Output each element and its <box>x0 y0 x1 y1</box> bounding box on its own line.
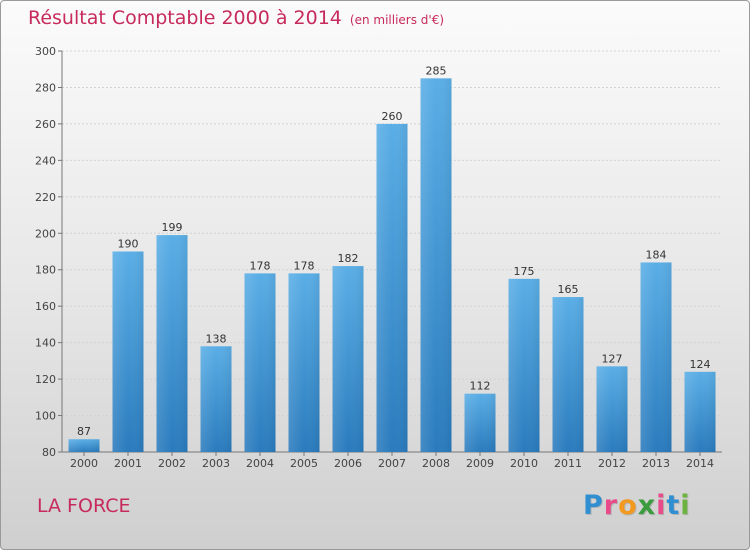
bar-shading <box>552 297 584 452</box>
value-label: 124 <box>690 358 711 371</box>
bar-shading <box>244 273 276 452</box>
x-tick-label: 2008 <box>422 457 450 470</box>
value-label: 112 <box>470 380 491 393</box>
y-tick-label: 160 <box>35 300 56 313</box>
x-tick-label: 2004 <box>246 457 274 470</box>
y-tick-label: 80 <box>42 446 56 459</box>
value-label: 138 <box>206 332 227 345</box>
value-label: 285 <box>426 64 447 77</box>
value-label: 182 <box>338 252 359 265</box>
x-tick-label: 2013 <box>642 457 670 470</box>
bar-shading <box>596 366 628 452</box>
value-label: 184 <box>646 248 667 261</box>
x-tick-label: 2012 <box>598 457 626 470</box>
bar-shading <box>420 78 452 452</box>
logo-letter: x <box>637 490 657 521</box>
value-label: 165 <box>558 283 579 296</box>
x-tick-label: 2001 <box>114 457 142 470</box>
bar-shading <box>640 262 672 452</box>
value-label: 190 <box>118 238 139 251</box>
value-label: 87 <box>77 425 91 438</box>
y-tick-label: 140 <box>35 337 56 350</box>
logo-letter: P <box>583 490 604 521</box>
y-tick-label: 220 <box>35 191 56 204</box>
commune-name: LA FORCE <box>37 495 131 517</box>
chart-title-text: Résultat Comptable 2000 à 2014 <box>28 7 342 29</box>
bar-shading <box>508 278 540 452</box>
x-tick-label: 2010 <box>510 457 538 470</box>
y-tick-label: 200 <box>35 227 56 240</box>
logo-letter: i <box>656 490 667 521</box>
logo-letter: i <box>680 490 691 521</box>
bar-shading <box>464 393 496 452</box>
value-label: 127 <box>602 352 623 365</box>
x-tick-label: 2002 <box>158 457 186 470</box>
value-label: 178 <box>250 259 271 272</box>
value-labels: 87 190 199 138 178 178 182 260 285 112 175 165 127 18… <box>77 64 711 438</box>
logo-letter: t <box>666 490 681 521</box>
bar-shading <box>684 371 716 452</box>
x-tick-label: 2014 <box>686 457 714 470</box>
y-tick-label: 280 <box>35 81 56 94</box>
y-tick-label: 100 <box>35 410 56 423</box>
y-tick-label: 120 <box>35 373 56 386</box>
bar-shading <box>156 235 188 452</box>
x-tick-label: 2000 <box>70 457 98 470</box>
y-tick-label: 300 <box>35 45 56 58</box>
x-tick-label: 2006 <box>334 457 362 470</box>
chart-subtitle: (en milliers d'€) <box>349 13 445 27</box>
bar-shading <box>68 439 100 452</box>
logo-letter: r <box>603 490 619 521</box>
chart-title: Résultat Comptable 2000 à 2014 (en millie… <box>28 7 444 29</box>
bars <box>68 78 716 452</box>
value-label: 260 <box>382 110 403 123</box>
bar-shading <box>332 266 364 452</box>
x-tick-label: 2003 <box>202 457 230 470</box>
bar-shading <box>200 346 232 452</box>
bar-shading <box>288 273 320 452</box>
y-tick-label: 240 <box>35 154 56 167</box>
logo-letter: o <box>618 490 638 521</box>
x-tick-label: 2011 <box>554 457 582 470</box>
value-label: 178 <box>294 259 315 272</box>
value-label: 175 <box>514 265 535 278</box>
proxiti-logo: Proxiti <box>583 490 691 521</box>
y-tick-label: 180 <box>35 264 56 277</box>
bar-shading <box>112 251 144 452</box>
bar-shading <box>376 123 408 452</box>
value-label: 199 <box>162 221 183 234</box>
x-tick-label: 2005 <box>290 457 318 470</box>
y-tick-label: 260 <box>35 118 56 131</box>
x-tick-label: 2009 <box>466 457 494 470</box>
x-tick-label: 2007 <box>378 457 406 470</box>
